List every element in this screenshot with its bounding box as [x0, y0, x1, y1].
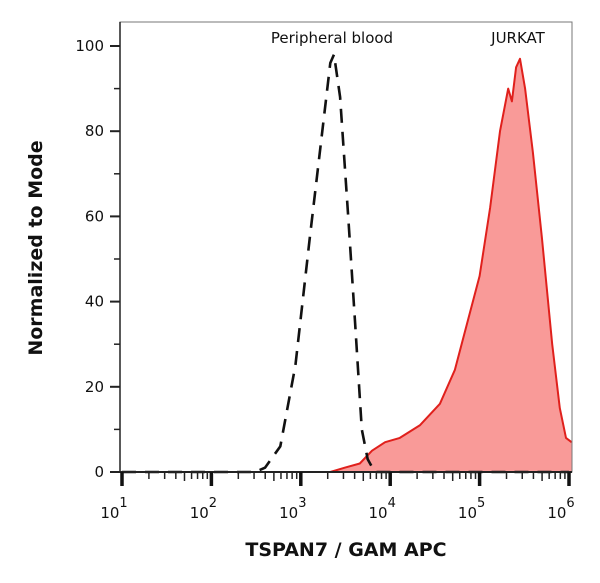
y-tick-label: 40 [85, 293, 104, 311]
x-tick-label: 106 [547, 496, 574, 522]
series-line-peripheral-blood [122, 53, 569, 474]
x-tick-label: 105 [458, 496, 485, 522]
x-tick-exponent: 3 [298, 496, 306, 511]
x-tick-label: 101 [100, 496, 127, 522]
x-tick-exponent: 4 [388, 496, 396, 511]
y-axis-title: Normalized to Mode [25, 140, 47, 355]
x-tick-base: 10 [547, 504, 566, 522]
x-tick-label: 104 [369, 496, 396, 522]
y-tick-label: 80 [85, 122, 104, 140]
x-tick-exponent: 5 [477, 496, 485, 511]
y-tick-label: 60 [85, 207, 104, 225]
x-tick-label: 102 [190, 496, 217, 522]
x-tick-exponent: 2 [209, 496, 217, 511]
y-tick-label: 0 [94, 463, 104, 481]
series-label-jurkat: JURKAT [490, 29, 545, 47]
x-tick-base: 10 [100, 504, 119, 522]
series-label-peripheral-blood: Peripheral blood [271, 29, 393, 47]
x-tick-label: 103 [279, 496, 306, 522]
x-tick-base: 10 [369, 504, 388, 522]
y-tick-label: 100 [75, 37, 104, 55]
x-tick-base: 10 [190, 504, 209, 522]
series-fill-jurkat [122, 58, 572, 473]
x-tick-exponent: 6 [566, 496, 574, 511]
x-tick-base: 10 [458, 504, 477, 522]
x-tick-base: 10 [279, 504, 298, 522]
x-axis-title: TSPAN7 / GAM APC [245, 539, 446, 561]
y-tick-label: 20 [85, 378, 104, 396]
x-tick-exponent: 1 [119, 496, 127, 511]
series-line-jurkat [122, 57, 573, 473]
